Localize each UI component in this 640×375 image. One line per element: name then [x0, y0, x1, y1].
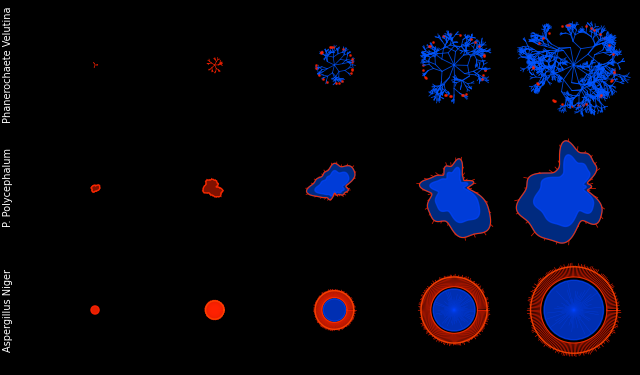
- Text: Aspergillus Niger: Aspergillus Niger: [3, 268, 13, 351]
- Circle shape: [544, 280, 604, 340]
- Polygon shape: [430, 167, 479, 222]
- Text: P. Polycephalum: P. Polycephalum: [3, 148, 13, 227]
- Polygon shape: [91, 185, 100, 192]
- Polygon shape: [315, 171, 349, 196]
- Circle shape: [433, 289, 475, 331]
- Polygon shape: [419, 159, 491, 237]
- Circle shape: [323, 299, 346, 321]
- Text: Phanerochaete Velutina: Phanerochaete Velutina: [3, 7, 13, 123]
- Polygon shape: [516, 141, 602, 243]
- Circle shape: [91, 306, 99, 314]
- Polygon shape: [307, 164, 355, 200]
- Polygon shape: [534, 155, 594, 226]
- Polygon shape: [203, 179, 223, 197]
